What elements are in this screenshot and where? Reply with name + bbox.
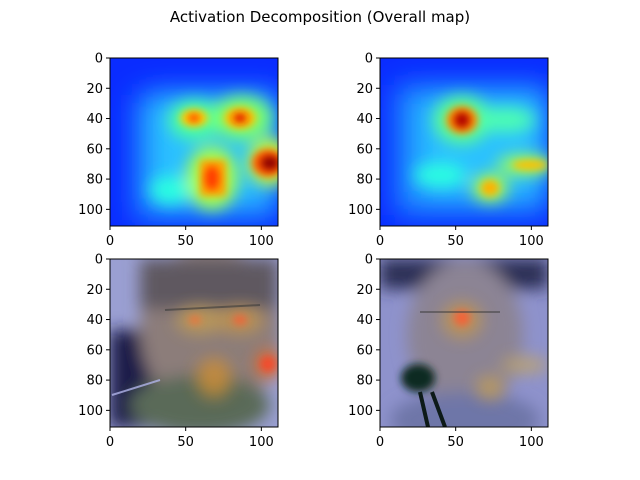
panel-top-right: 0 20 40 60 80 100 0 50 100 bbox=[348, 52, 549, 249]
y-tick-label: 100 bbox=[78, 203, 103, 218]
x-tick-label: 50 bbox=[447, 435, 464, 450]
x-tick-label: 100 bbox=[249, 435, 274, 450]
y-tick-label: 20 bbox=[356, 283, 373, 298]
y-tick-label: 80 bbox=[356, 173, 373, 188]
y-tick-label: 80 bbox=[356, 374, 373, 389]
x-tick-label: 0 bbox=[106, 234, 114, 249]
axes-frame bbox=[379, 258, 549, 428]
x-tick-label: 50 bbox=[177, 234, 194, 249]
y-tick-label: 0 bbox=[365, 253, 373, 268]
axes-frame bbox=[379, 57, 549, 227]
heatmap-image bbox=[110, 58, 278, 226]
panel-bottom-left: 0 20 40 60 80 100 0 50 100 bbox=[78, 253, 279, 450]
y-tick-label: 60 bbox=[356, 142, 373, 157]
x-tick-label: 100 bbox=[519, 234, 544, 249]
y-tick-label: 20 bbox=[86, 283, 103, 298]
panel-bottom-right: 0 20 40 60 80 100 0 50 100 bbox=[348, 253, 549, 450]
x-axis: 0 50 100 bbox=[376, 427, 544, 450]
x-tick-label: 50 bbox=[447, 234, 464, 249]
face-overlay-image bbox=[110, 259, 278, 427]
y-tick-label: 80 bbox=[86, 173, 103, 188]
y-tick-label: 20 bbox=[356, 82, 373, 97]
y-tick-label: 80 bbox=[86, 374, 103, 389]
x-tick-label: 0 bbox=[376, 234, 384, 249]
y-tick-label: 100 bbox=[78, 404, 103, 419]
figure-title: Activation Decomposition (Overall map) bbox=[170, 8, 470, 26]
y-tick-label: 100 bbox=[348, 203, 373, 218]
x-axis: 0 50 100 bbox=[106, 427, 274, 450]
axes-frame bbox=[109, 57, 279, 227]
y-tick-label: 60 bbox=[86, 142, 103, 157]
y-tick-label: 20 bbox=[86, 82, 103, 97]
x-axis: 0 50 100 bbox=[106, 226, 274, 249]
panel-top-left: 0 20 40 60 80 100 0 50 100 bbox=[78, 52, 279, 249]
y-axis: 0 20 40 60 80 100 bbox=[78, 253, 110, 419]
x-tick-label: 100 bbox=[249, 234, 274, 249]
y-axis: 0 20 40 60 80 100 bbox=[348, 253, 380, 419]
x-tick-label: 100 bbox=[519, 435, 544, 450]
y-tick-label: 0 bbox=[95, 52, 103, 67]
y-tick-label: 40 bbox=[86, 112, 103, 127]
heatmap-image bbox=[380, 58, 548, 226]
y-tick-label: 40 bbox=[86, 313, 103, 328]
y-axis: 0 20 40 60 80 100 bbox=[348, 52, 380, 218]
y-axis: 0 20 40 60 80 100 bbox=[78, 52, 110, 218]
y-tick-label: 60 bbox=[86, 343, 103, 358]
y-tick-label: 60 bbox=[356, 343, 373, 358]
y-tick-label: 0 bbox=[95, 253, 103, 268]
y-tick-label: 0 bbox=[365, 52, 373, 67]
axes-frame bbox=[109, 258, 279, 428]
y-tick-label: 40 bbox=[356, 313, 373, 328]
x-tick-label: 0 bbox=[376, 435, 384, 450]
x-axis: 0 50 100 bbox=[376, 226, 544, 249]
y-tick-label: 40 bbox=[356, 112, 373, 127]
y-tick-label: 100 bbox=[348, 404, 373, 419]
x-tick-label: 0 bbox=[106, 435, 114, 450]
x-tick-label: 50 bbox=[177, 435, 194, 450]
face-overlay-image bbox=[380, 259, 548, 427]
